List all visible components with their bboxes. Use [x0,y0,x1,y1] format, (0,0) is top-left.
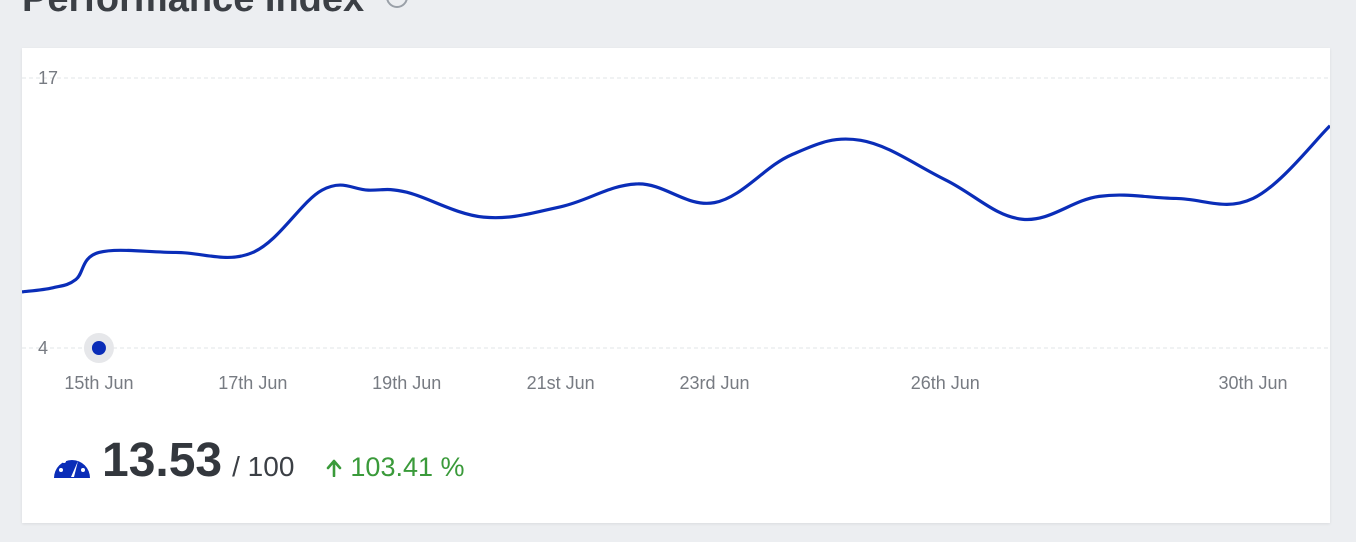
change-indicator: 103.41 % [326,452,465,483]
page-title: Performance Index [22,0,364,21]
score-value: 13.53 [102,434,223,487]
performance-card: 17 4 15th Jun 17th Jun 19th Jun 21st Jun 23rd … [22,48,1330,523]
x-tick-label: 17th Jun [218,373,287,393]
x-tick-label: 15th Jun [64,373,133,393]
gauge-icon [54,455,90,478]
x-tick-label: 23rd Jun [679,373,749,393]
x-tick-label: 21st Jun [527,373,595,393]
highlight-point [91,341,106,355]
x-tick-label: 19th Jun [372,373,441,393]
y-tick-label: 17 [38,68,58,88]
x-tick-label: 30th Jun [1219,373,1288,393]
arrow-up-icon [327,459,342,477]
help-icon[interactable] [386,0,408,8]
score-max: / 100 [232,451,295,482]
line-chart: 17 4 15th Jun 17th Jun 19th Jun 21st Jun 23rd … [22,68,1330,393]
y-tick-label: 4 [38,338,48,358]
x-tick-label: 26th Jun [911,373,980,393]
series-line [22,124,1330,294]
summary: 13.53 / 100 103.41 % [52,433,465,493]
change-value: 103.41 % [350,452,465,482]
